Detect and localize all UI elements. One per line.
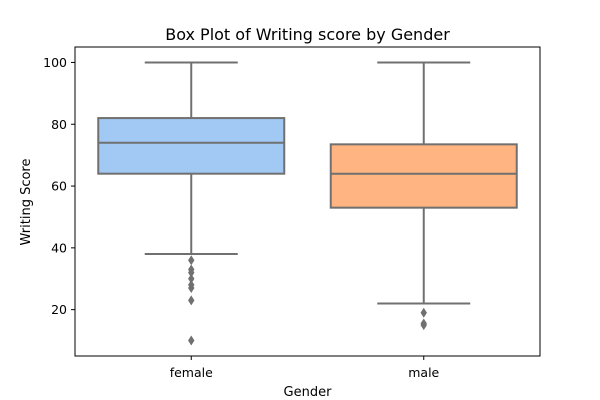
plot-frame (74, 46, 541, 357)
iqr-box (329, 143, 518, 209)
y-tick-label: 20 (51, 302, 67, 317)
x-axis-label: Gender (284, 385, 333, 400)
y-axis: 20 40 60 80 100 (43, 55, 75, 317)
y-axis-label: Writing Score (19, 159, 34, 246)
outlier-point (188, 295, 195, 306)
chart-title: Box Plot of Writing score by Gender (165, 25, 450, 44)
y-tick-label: 80 (51, 117, 67, 132)
outlier-point (188, 267, 195, 278)
outlier-point (420, 320, 427, 331)
outlier-point (420, 307, 427, 318)
y-tick-label: 40 (51, 240, 67, 255)
y-tick-label: 60 (51, 179, 67, 194)
outlier-point (188, 255, 195, 266)
box-group-female (97, 61, 286, 346)
x-tick-label: female (170, 365, 213, 380)
outlier-point (188, 273, 195, 284)
x-axis: female male (170, 356, 440, 380)
plot-area (97, 61, 518, 346)
outlier-point (188, 283, 195, 294)
x-tick-label: male (408, 365, 439, 380)
box-group-male (329, 61, 518, 331)
iqr-box (97, 117, 286, 175)
y-tick-label: 100 (43, 55, 67, 70)
outlier-point (188, 335, 195, 346)
